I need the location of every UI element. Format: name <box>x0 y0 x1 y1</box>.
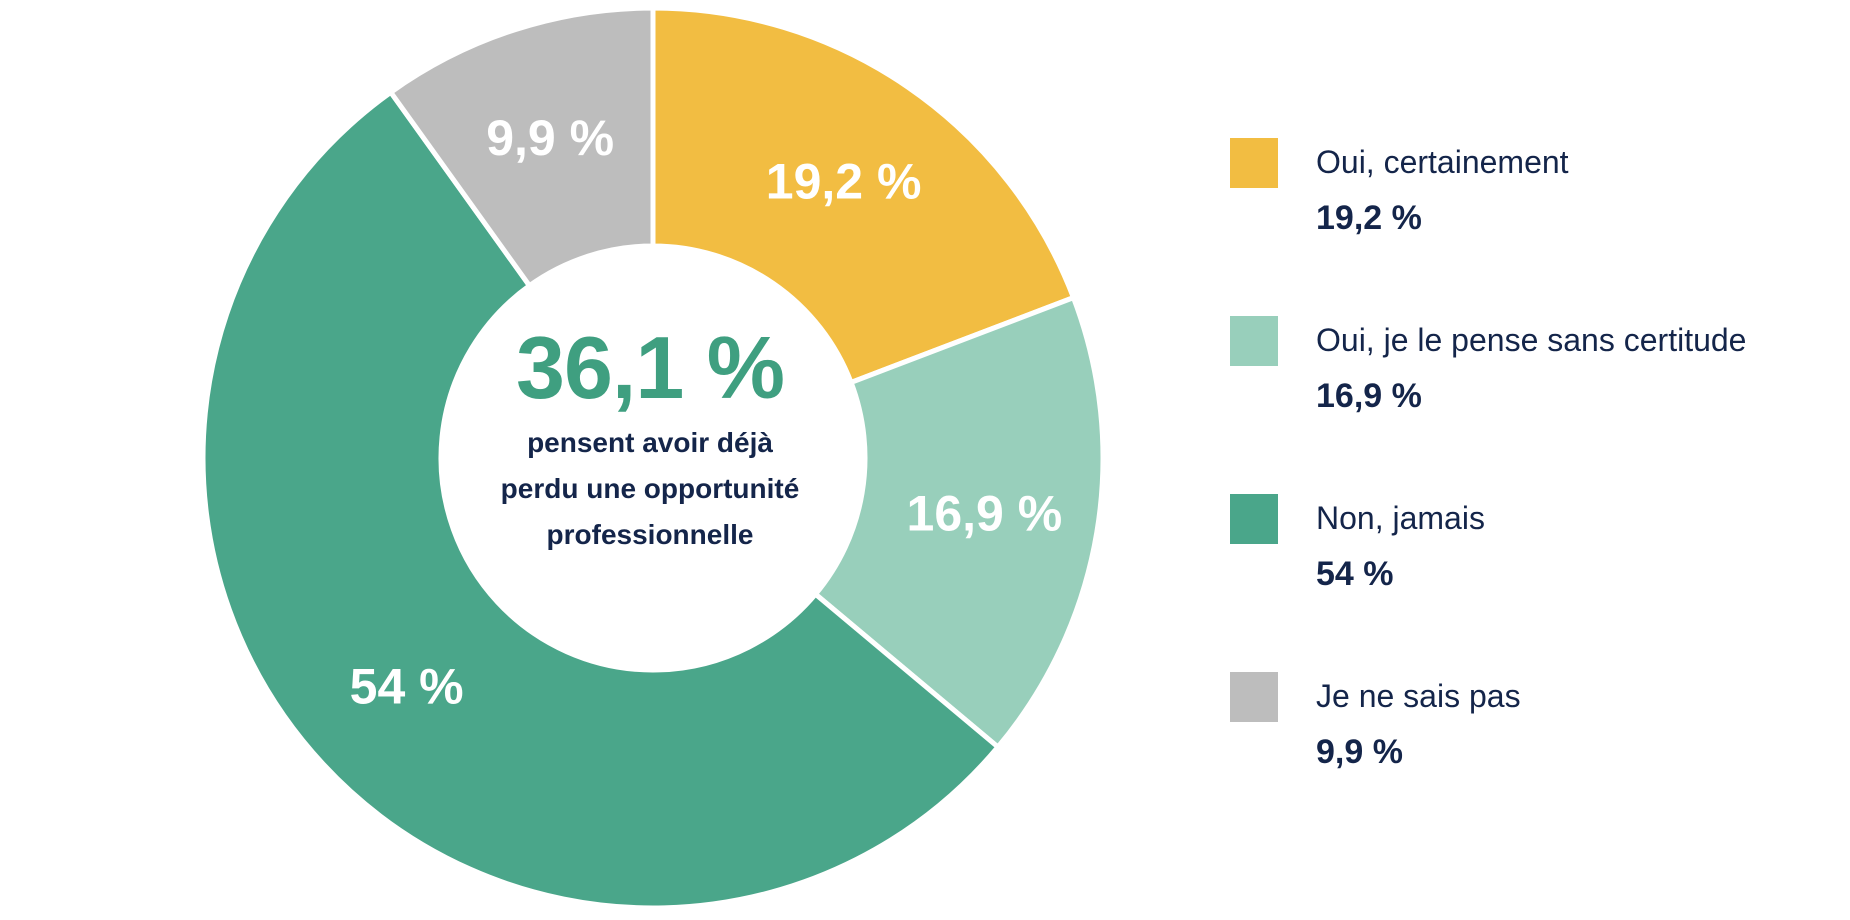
legend-swatch-oui-sans-certitude <box>1230 316 1278 366</box>
slice-label-non-jamais: 54 % <box>350 658 464 714</box>
legend-value-non-jamais: 54 % <box>1316 555 1394 593</box>
legend-swatch-oui-certainement <box>1230 138 1278 188</box>
donut-slices <box>200 5 1106 911</box>
legend-swatch-je-ne-sais-pas <box>1230 672 1278 722</box>
legend-swatch-non-jamais <box>1230 494 1278 544</box>
legend-label-non-jamais: Non, jamais <box>1316 500 1485 536</box>
legend-label-oui-certainement: Oui, certainement <box>1316 144 1569 180</box>
legend-value-oui-certainement: 19,2 % <box>1316 199 1422 237</box>
legend-label-oui-sans-certitude: Oui, je le pense sans certitude <box>1316 322 1747 358</box>
legend-value-oui-sans-certitude: 16,9 % <box>1316 377 1422 415</box>
slice-label-je-ne-sais-pas: 9,9 % <box>486 110 614 166</box>
center-caption: pensent avoir déjà perdu une opportunité… <box>500 427 800 550</box>
slice-oui-je-le-pense-sans-certitude <box>811 294 1106 751</box>
donut-center: 36,1 % pensent avoir déjà perdu une oppo… <box>470 320 830 558</box>
slice-non-jamais <box>200 88 1002 911</box>
slice-label-oui-certainement: 19,2 % <box>766 153 922 209</box>
donut-slice-labels: 19,2 % 16,9 % 54 % 9,9 % <box>350 110 1063 714</box>
slice-label-oui-je-le-pense-sans-certitude: 16,9 % <box>907 486 1063 542</box>
slice-oui-certainement <box>650 5 1077 386</box>
center-value: 36,1 % <box>516 318 785 417</box>
legend-value-je-ne-sais-pas: 9,9 % <box>1316 733 1403 771</box>
slice-je-ne-sais-pas <box>387 5 656 290</box>
legend-label-je-ne-sais-pas: Je ne sais pas <box>1316 678 1521 714</box>
